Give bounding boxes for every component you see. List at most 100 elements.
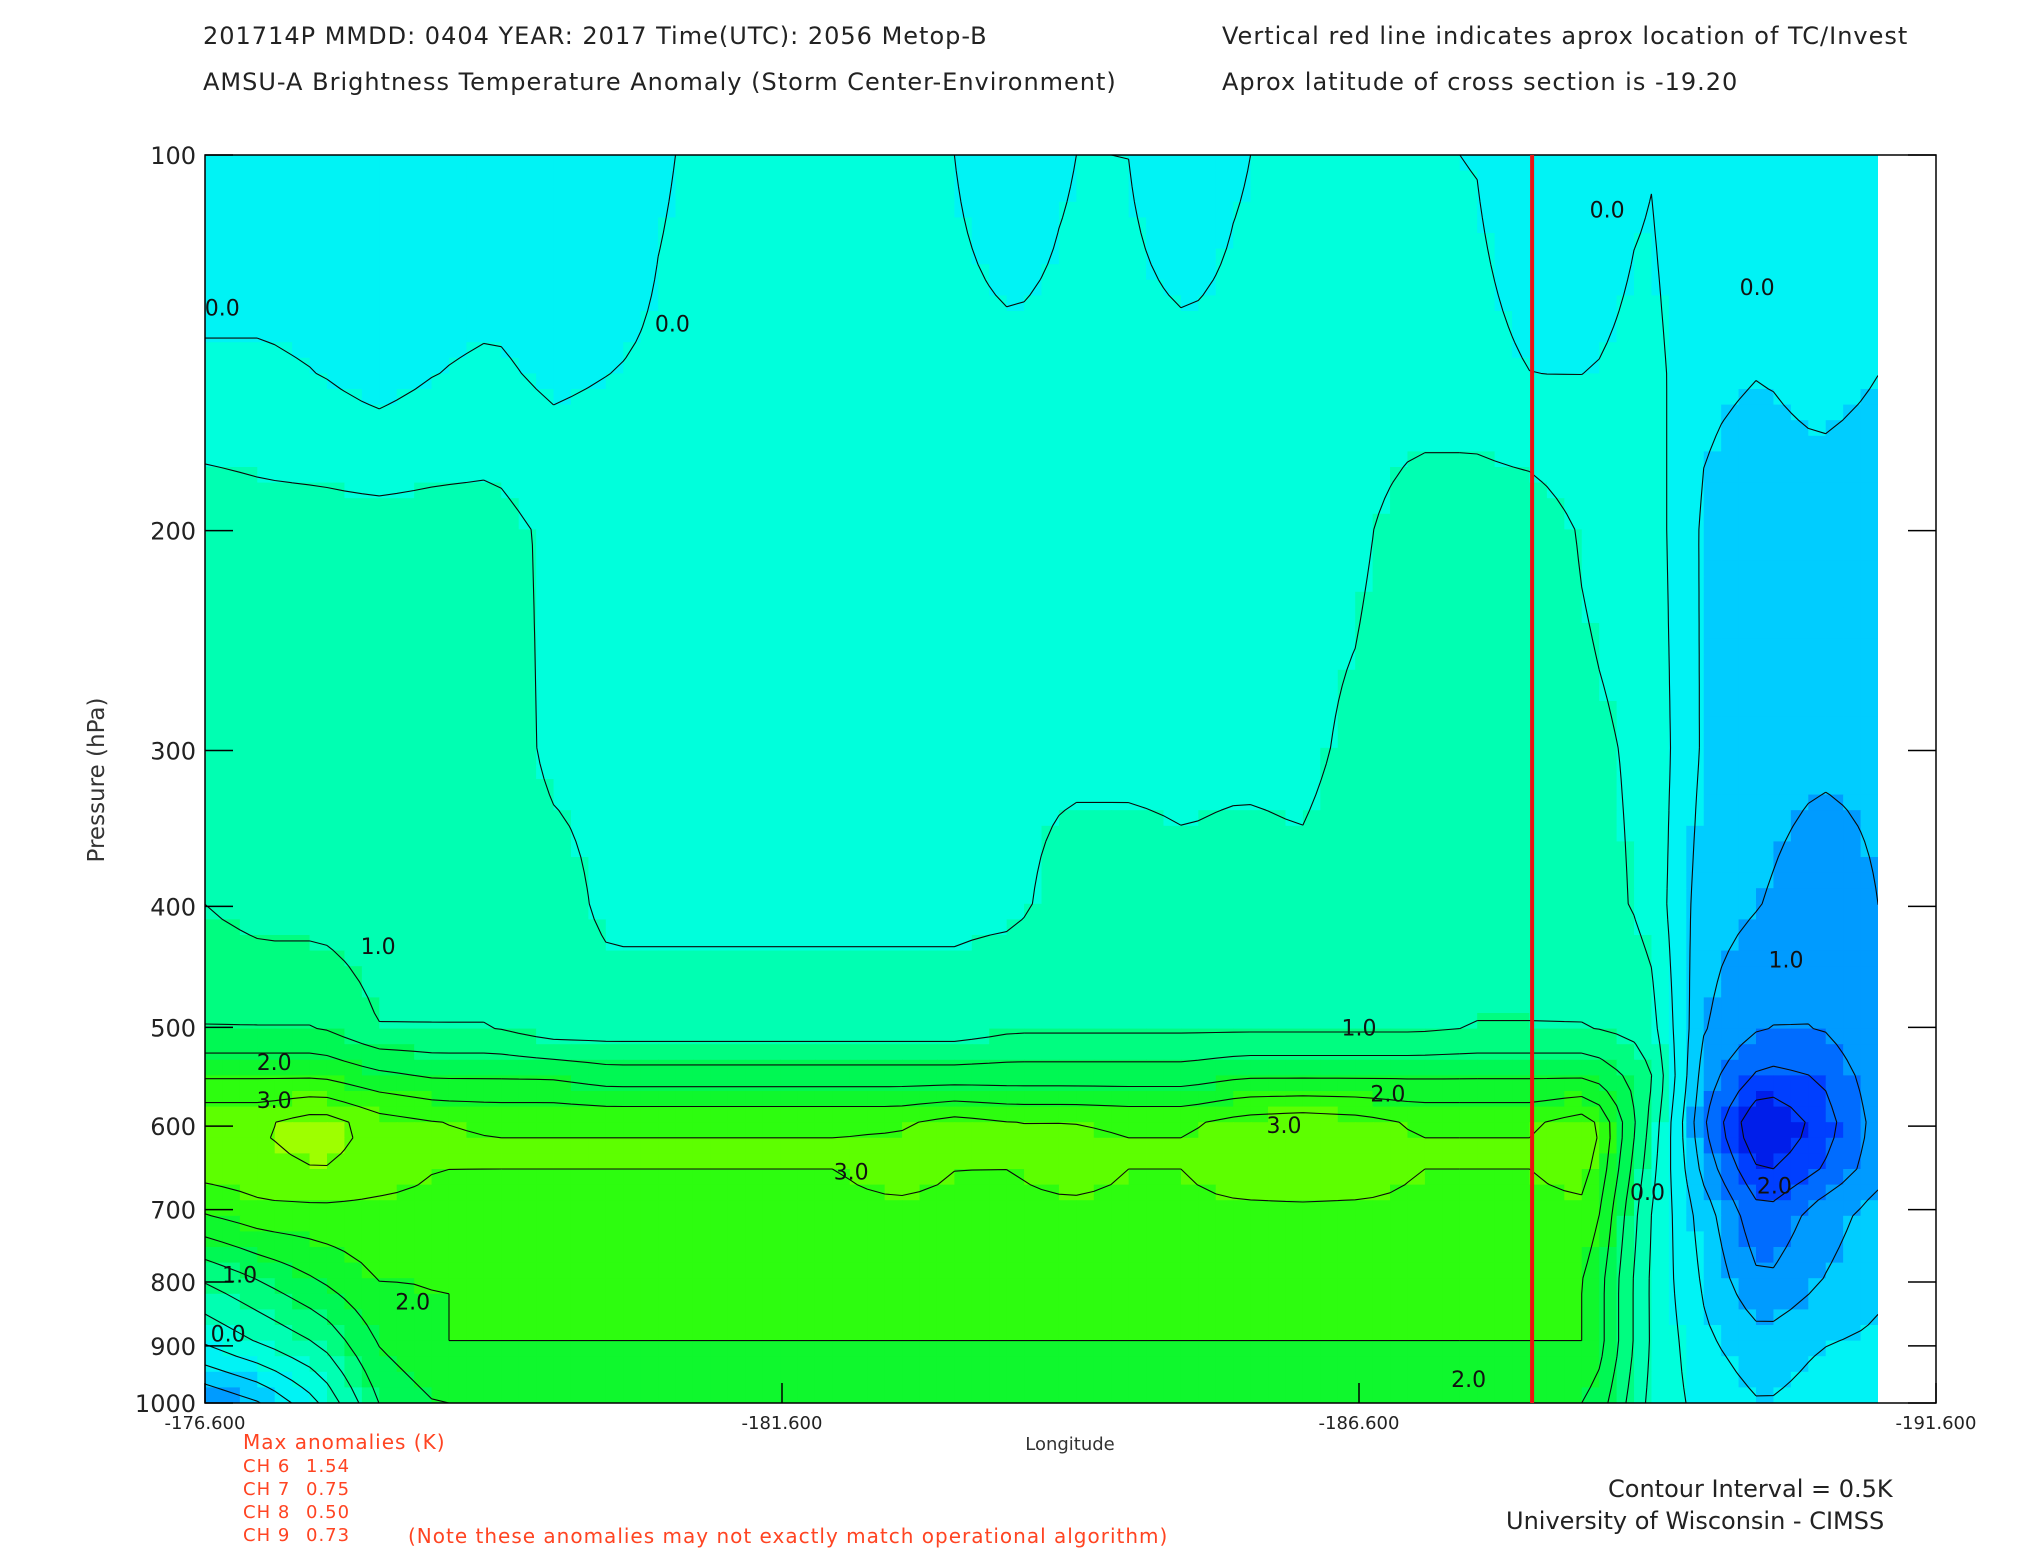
anomaly-cell — [553, 950, 572, 967]
anomaly-cell — [1808, 311, 1827, 328]
anomaly-cell — [623, 576, 642, 593]
anomaly-cell — [1128, 342, 1147, 359]
anomaly-cell — [448, 451, 468, 468]
anomaly-cell — [1024, 716, 1043, 733]
anomaly-cell — [1250, 170, 1269, 187]
anomaly-cell — [1860, 779, 1878, 796]
anomaly-cell — [1773, 279, 1792, 297]
anomaly-cell — [222, 155, 241, 172]
anomaly-cell — [884, 311, 903, 328]
anomaly-cell — [1355, 825, 1374, 843]
anomaly-cell — [239, 919, 259, 936]
anomaly-cell — [326, 763, 346, 780]
anomaly-cell — [849, 669, 869, 687]
anomaly-cell — [1756, 545, 1775, 562]
anomaly-cell — [1459, 545, 1478, 562]
anomaly-cell — [902, 420, 921, 437]
anomaly-cell — [640, 841, 659, 858]
anomaly-cell — [379, 404, 398, 421]
anomaly-cell — [326, 638, 346, 655]
anomaly-cell — [344, 373, 363, 390]
anomaly-cell — [1442, 576, 1461, 593]
anomaly-cell — [1372, 467, 1391, 484]
anomaly-cell — [849, 435, 869, 453]
anomaly-cell — [1459, 201, 1478, 219]
anomaly-cell — [675, 607, 694, 624]
anomaly-cell — [1616, 747, 1635, 765]
anomaly-cell — [431, 357, 450, 375]
anomaly-cell — [1233, 810, 1252, 827]
anomaly-cell — [205, 560, 224, 577]
anomaly-cell — [1320, 747, 1339, 765]
anomaly-cell — [292, 513, 311, 531]
anomaly-cell — [1773, 591, 1792, 609]
anomaly-cell — [1494, 872, 1513, 889]
anomaly-cell — [431, 217, 450, 234]
anomaly-cell — [1041, 935, 1060, 952]
anomaly-cell — [222, 747, 241, 765]
anomaly-cell — [954, 825, 973, 843]
anomaly-cell — [1512, 763, 1531, 780]
anomaly-cell — [553, 669, 572, 687]
anomaly-cell — [1808, 404, 1827, 421]
anomaly-cell — [1668, 857, 1688, 874]
anomaly-cell — [1128, 420, 1147, 437]
anomaly-cell — [936, 654, 956, 671]
anomaly-cell — [1703, 857, 1722, 874]
anomaly-cell — [414, 623, 433, 640]
anomaly-cell — [448, 279, 468, 297]
anomaly-cell — [466, 701, 485, 718]
anomaly-cell — [1651, 233, 1670, 250]
anomaly-cell — [971, 685, 991, 702]
anomaly-cell — [1128, 763, 1147, 780]
anomaly-cell — [989, 763, 1008, 780]
anomaly-cell — [1320, 186, 1339, 203]
anomaly-cell — [448, 888, 468, 905]
anomaly-cell — [274, 576, 293, 593]
anomaly-cell — [1146, 669, 1165, 687]
anomaly-cell — [1006, 467, 1025, 484]
anomaly-cell — [1843, 903, 1862, 921]
anomaly-cell — [1268, 888, 1287, 905]
anomaly-cell — [919, 545, 938, 562]
anomaly-cell — [1337, 638, 1356, 655]
anomaly-cell — [518, 857, 537, 874]
anomaly-cell — [797, 311, 816, 328]
anomaly-cell — [448, 716, 468, 733]
anomaly-cell — [919, 638, 938, 655]
anomaly-cell — [1372, 311, 1391, 328]
anomaly-cell — [396, 155, 415, 172]
anomaly-cell — [797, 685, 816, 702]
anomaly-cell — [553, 279, 572, 297]
anomaly-cell — [448, 732, 468, 749]
anomaly-cell — [675, 669, 694, 687]
anomaly-cell — [989, 545, 1008, 562]
anomaly-cell — [1808, 888, 1827, 905]
anomaly-cell — [1442, 482, 1461, 499]
anomaly-cell — [1843, 545, 1862, 562]
anomaly-cell — [205, 342, 224, 359]
anomaly-cell — [1512, 451, 1531, 468]
anomaly-cell — [1320, 279, 1339, 297]
anomaly-cell — [1024, 186, 1043, 203]
anomaly-cell — [257, 576, 276, 593]
anomaly-cell — [902, 607, 921, 624]
anomaly-cell — [902, 513, 921, 531]
anomaly-cell — [1442, 513, 1461, 531]
anomaly-cell — [1599, 794, 1618, 811]
anomaly-cell — [954, 857, 973, 874]
anomaly-cell — [640, 763, 659, 780]
anomaly-cell — [205, 669, 224, 687]
anomaly-cell — [640, 186, 659, 203]
anomaly-cell — [239, 201, 259, 219]
anomaly-cell — [1337, 279, 1356, 297]
anomaly-cell — [518, 810, 537, 827]
anomaly-cell — [832, 654, 851, 671]
anomaly-cell — [780, 888, 799, 905]
anomaly-cell — [1651, 279, 1670, 297]
anomaly-cell — [919, 264, 938, 281]
anomaly-cell — [1163, 420, 1182, 437]
anomaly-cell — [954, 763, 973, 780]
anomaly-cell — [448, 482, 468, 499]
anomaly-cell — [518, 685, 537, 702]
